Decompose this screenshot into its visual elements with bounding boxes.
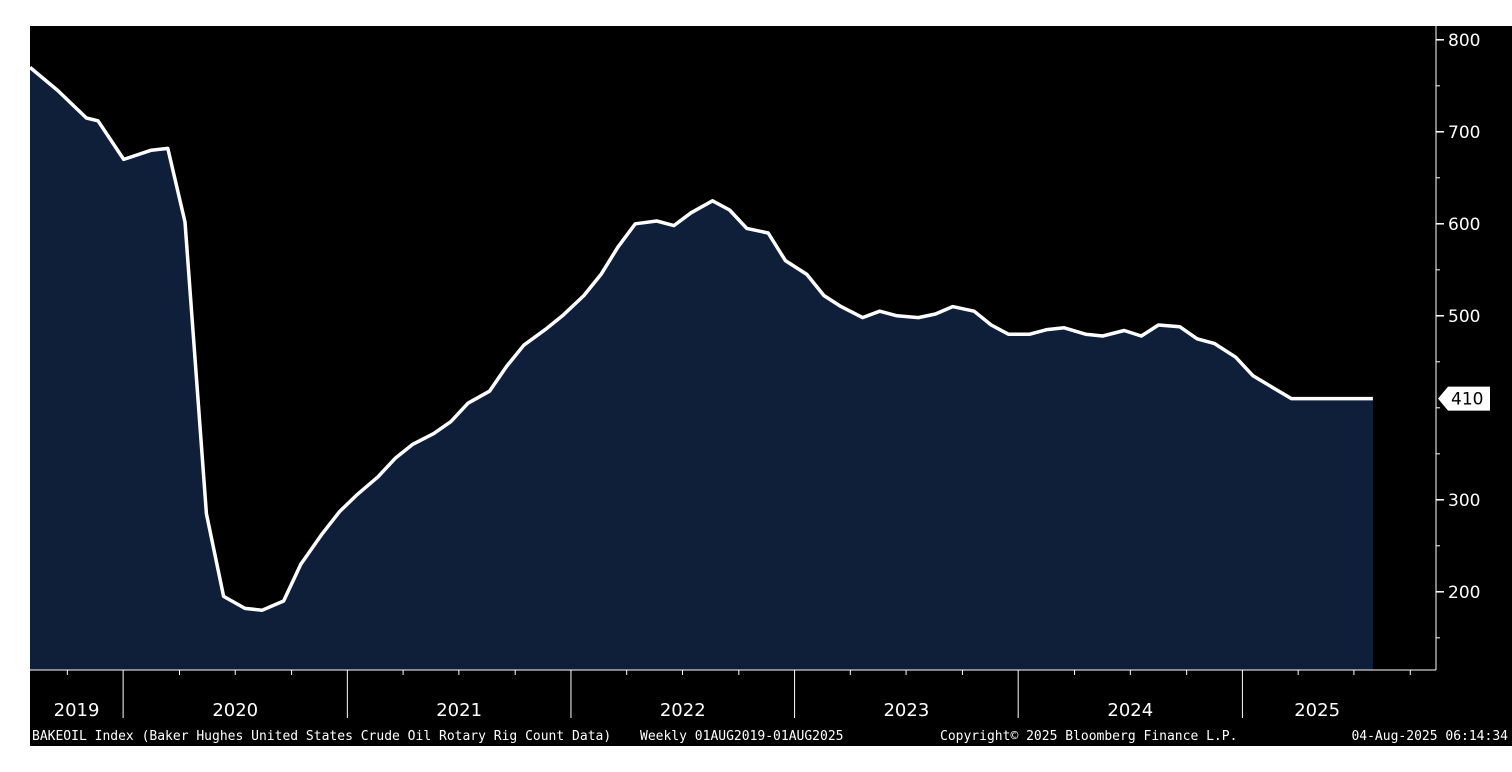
x-tick-label: 2019 [54, 700, 100, 721]
y-tick-label: 500 [1448, 307, 1480, 327]
x-axis-band [30, 670, 1436, 718]
footer-timestamp: 04-Aug-2025 06:14:34 [1351, 729, 1508, 744]
last-value-label: 410 [1451, 390, 1483, 410]
y-tick-label: 300 [1448, 491, 1480, 511]
x-tick-label: 2022 [660, 700, 706, 721]
y-tick-label: 600 [1448, 215, 1480, 235]
series-area [30, 67, 1373, 670]
y-tick-label: 700 [1448, 123, 1480, 143]
y-tick-label: 800 [1448, 31, 1480, 51]
footer-range: Weekly 01AUG2019-01AUG2025 [640, 729, 844, 744]
x-tick-label: 2021 [436, 700, 482, 721]
series-line [28, 66, 1373, 612]
y-tick-label: 200 [1448, 583, 1480, 603]
footer-copyright: Copyright© 2025 Bloomberg Finance L.P. [940, 729, 1237, 744]
x-tick-label: 2020 [212, 700, 258, 721]
y-axis-band [1436, 26, 1512, 718]
x-tick-label: 2024 [1107, 700, 1153, 721]
x-tick-label: 2025 [1294, 700, 1340, 721]
footer-description: BAKEOIL Index (Baker Hughes United State… [32, 729, 611, 744]
footer-strip [30, 718, 1512, 746]
last-value-marker [1438, 386, 1490, 411]
x-tick-label: 2023 [883, 700, 929, 721]
